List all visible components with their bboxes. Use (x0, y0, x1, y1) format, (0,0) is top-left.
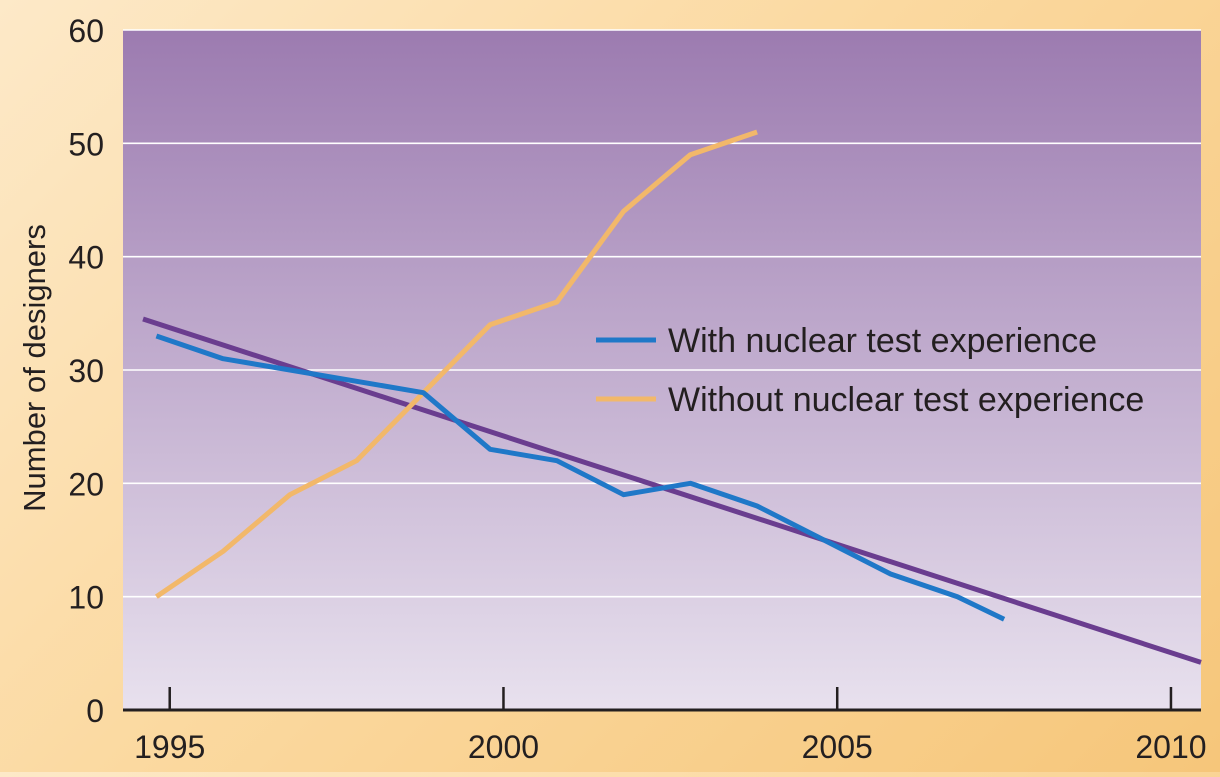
x-tick-label-2000: 2000 (468, 729, 539, 765)
y-tick-label-30: 30 (68, 353, 104, 389)
x-tick-label-2005: 2005 (802, 729, 873, 765)
legend-label-with-experience: With nuclear test experience (668, 322, 1097, 360)
x-tick-label-1995: 1995 (134, 729, 205, 765)
legend: With nuclear test experience Without nuc… (596, 322, 1144, 419)
y-tick-label-0: 0 (86, 693, 104, 729)
axes: 0 10 20 30 40 50 60 1995 2000 2005 2010 (68, 13, 1206, 765)
y-tick-label-60: 60 (68, 13, 104, 49)
series-line-with-experience (155, 333, 1006, 622)
y-tick-label-50: 50 (68, 126, 104, 162)
series-line-without-experience (154, 129, 758, 599)
x-tick-label-2010: 2010 (1135, 729, 1206, 765)
legend-label-without-experience: Without nuclear test experience (668, 381, 1144, 419)
y-tick-label-20: 20 (68, 466, 104, 502)
y-tick-label-10: 10 (68, 580, 104, 616)
y-axis-label: Number of designers (17, 224, 52, 512)
series-layer (142, 129, 1202, 665)
y-tick-label-40: 40 (68, 240, 104, 276)
